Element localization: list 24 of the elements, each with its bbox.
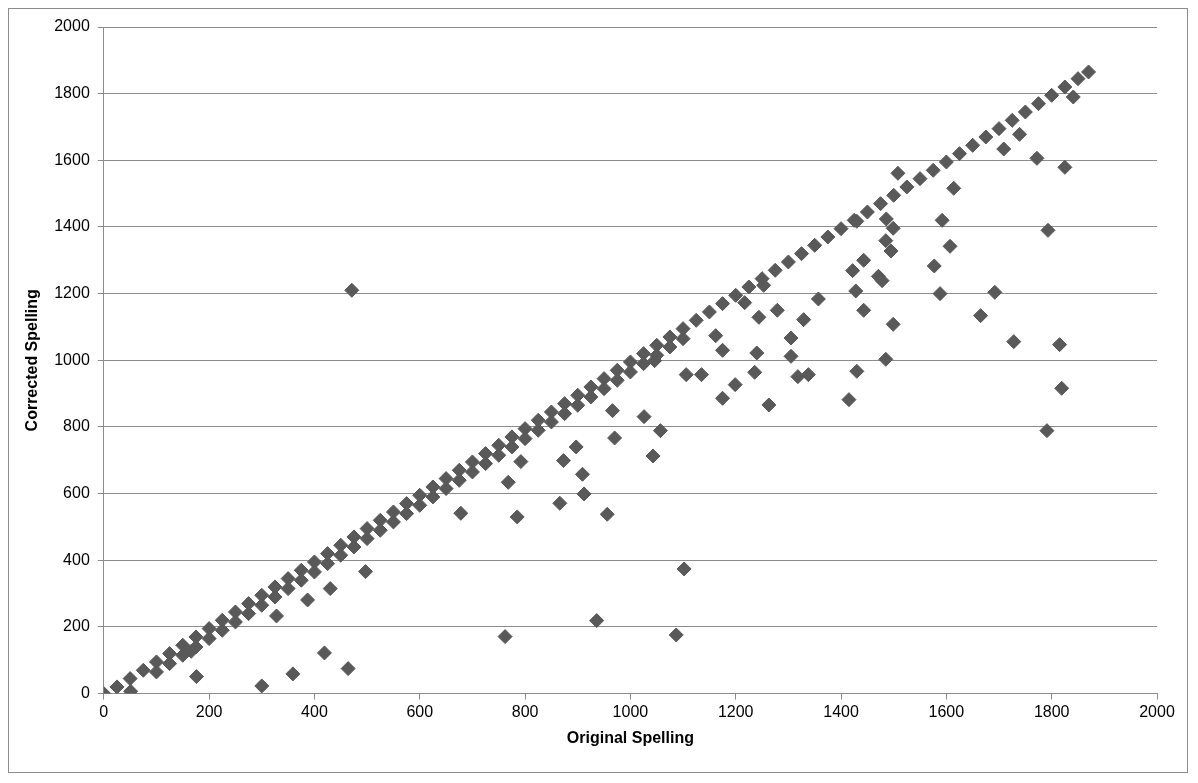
x-tick-label: 2000 [1139,702,1175,720]
x-tick-label: 600 [406,702,434,720]
x-tick-label: 1800 [1033,702,1070,720]
y-axis-title: Corrected Spelling [23,289,41,432]
y-tick-label: 1200 [54,284,90,302]
y-tick-label: 1800 [54,84,90,102]
x-tick-label: 1400 [823,702,859,720]
x-tick-label: 400 [301,702,328,720]
y-tick-label: 600 [63,484,90,502]
x-tick-label: 1000 [612,702,649,720]
x-tick-label: 1200 [717,702,754,720]
y-tick-label: 200 [63,617,90,635]
y-tick-label: 0 [80,684,90,702]
x-tick-label: 1600 [928,702,965,720]
x-tick-label: 0 [99,702,109,720]
x-tick-label: 200 [195,702,223,720]
x-axis-title: Original Spelling [566,728,694,746]
y-tick-label: 400 [63,550,90,568]
y-tick-label: 800 [63,417,90,435]
x-tick-label: 800 [511,702,539,720]
y-tick-label: 1600 [54,150,90,168]
y-tick-label: 1400 [54,217,90,235]
y-tick-label: 1000 [54,350,90,368]
y-tick-label: 2000 [54,17,90,35]
